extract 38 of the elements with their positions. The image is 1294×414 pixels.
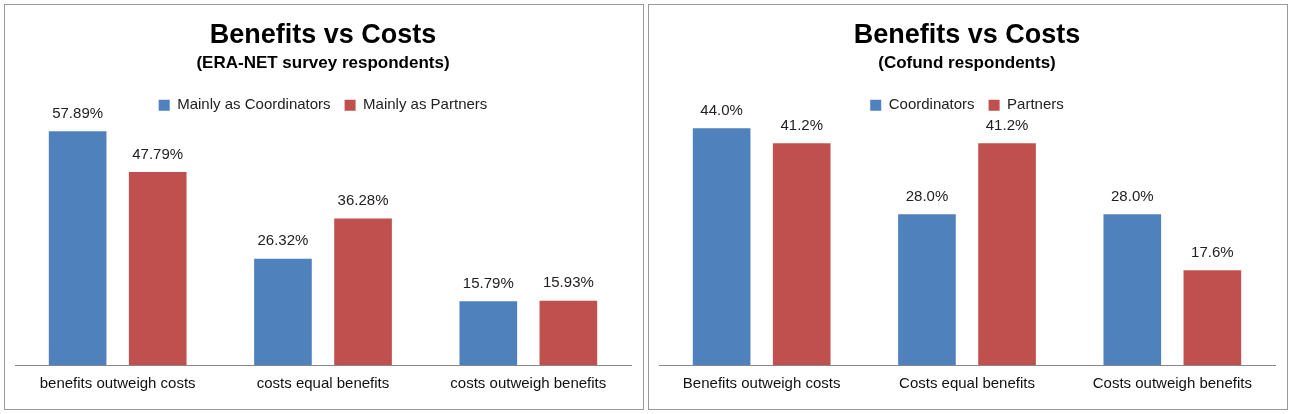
- data-label: 15.79%: [462, 273, 514, 291]
- data-label: 28.0%: [905, 186, 949, 204]
- bar: [978, 143, 1036, 365]
- bar: [48, 131, 107, 365]
- chart-subtitle: (Cofund respondents): [878, 53, 1056, 73]
- data-label: 17.6%: [1191, 242, 1234, 260]
- bar: [692, 128, 751, 365]
- x-tick-label: costs equal benefits: [256, 374, 390, 392]
- chart-title: Benefits vs Costs: [209, 18, 437, 49]
- data-label: 47.79%: [132, 144, 184, 162]
- x-tick-label: Costs outweigh benefits: [1092, 374, 1252, 392]
- bar: [898, 214, 956, 365]
- data-label: 41.2%: [780, 115, 823, 133]
- bar: [334, 218, 392, 365]
- x-tick-label: Costs equal benefits: [899, 374, 1035, 392]
- data-label: 41.2%: [985, 115, 1029, 133]
- x-tick-label: benefits outweigh costs: [39, 374, 196, 392]
- x-tick-label: costs outweigh benefits: [450, 374, 607, 392]
- bar: [128, 172, 187, 365]
- data-label: 57.89%: [52, 103, 104, 121]
- chart-subtitle: (ERA-NET survey respondents): [196, 53, 450, 73]
- data-label: 36.28%: [337, 191, 389, 209]
- x-tick-label: Benefits outweigh costs: [682, 374, 841, 392]
- legend-label: Mainly as Partners: [363, 95, 488, 113]
- legend-label: Partners: [1007, 95, 1064, 113]
- bar: [459, 301, 518, 365]
- data-label: 26.32%: [257, 231, 309, 249]
- bar: [1183, 270, 1242, 365]
- data-label: 28.0%: [1111, 186, 1154, 204]
- data-label: 15.93%: [542, 273, 594, 291]
- bar: [1103, 214, 1162, 365]
- chart-title: Benefits vs Costs: [853, 18, 1081, 49]
- bar: [772, 143, 831, 365]
- bar: [254, 258, 312, 365]
- legend-label: Coordinators: [888, 95, 975, 113]
- data-label: 44.0%: [700, 100, 743, 118]
- legend-label: Mainly as Coordinators: [177, 95, 331, 113]
- bar: [539, 300, 598, 365]
